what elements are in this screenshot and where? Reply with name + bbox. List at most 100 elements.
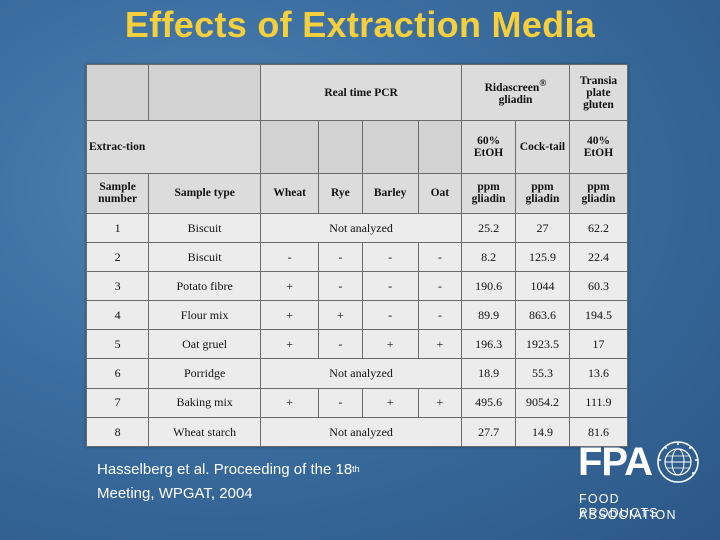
pcr-result: - [318,387,363,418]
blank-cell [417,120,463,174]
sample-number: 7 [86,387,150,418]
blank-cell [361,120,419,174]
pcr-result: - [417,300,463,331]
pcr-result: - [417,241,463,273]
pcr-result: + [260,271,320,302]
ridascreen-cocktail-value: 863.6 [515,300,570,331]
registered-mark: ® [539,78,547,90]
results-table: Real time PCR Ridascreen® gliadin Transi… [86,64,628,447]
not-analyzed-cell: Not analyzed [260,212,463,243]
pcr-result: - [361,300,419,331]
sample-type: Oat gruel [148,329,262,360]
transia-40-etoh-value: 17 [568,329,628,360]
citation-ordinal: th [352,464,360,474]
column-header: Sample number [86,172,150,214]
sample-type: Biscuit [148,241,262,273]
transia-40-etoh-value: 81.6 [568,416,628,447]
ridascreen-60-etoh-value: 89.9 [461,300,516,331]
column-header: Barley [361,172,419,214]
column-header: ppm gliadin [515,172,570,214]
citation-line1: Hasselberg et al. Proceeding of the 18 [97,461,353,478]
ridascreen-cocktail-value: 1923.5 [515,329,570,360]
pcr-result: - [318,271,363,302]
sample-type: Biscuit [148,212,262,243]
extraction-medium: 40% EtOH [568,120,628,174]
extraction-row: Extrac-tion 60% EtOH Cock-tail 40% EtOH [86,120,628,174]
ridascreen-cocktail-value: 14.9 [515,416,570,447]
table-row: 6 Porridge Not analyzed 18.9 55.3 13.6 [86,358,628,389]
pcr-result: - [260,241,320,273]
transia-40-etoh-value: 60.3 [568,271,628,302]
pcr-result: + [417,387,463,418]
sample-number: 8 [86,416,150,447]
sample-number: 5 [86,329,150,360]
column-header-row: Sample number Sample type Wheat Rye Barl… [86,172,628,214]
table-row: 1 Biscuit Not analyzed 25.2 27 62.2 [86,212,628,243]
blank-cell [260,120,320,174]
fpa-logo: FPA FOOD PRODUCTS ASSOCIATION [574,440,704,528]
table-row: 3 Potato fibre + - - -190.6 1044 60.3 [86,271,628,302]
pcr-result: + [260,387,320,418]
column-header: Wheat [260,172,320,214]
ridascreen-60-etoh-value: 196.3 [461,329,516,360]
table-row: 5 Oat gruel + - + +196.3 1923.5 17 [86,329,628,360]
scanned-table-image: Real time PCR Ridascreen® gliadin Transi… [86,64,628,447]
column-header: Rye [318,172,363,214]
table-body: Real time PCR Ridascreen® gliadin Transi… [86,64,628,447]
sample-number: 4 [86,300,150,331]
pcr-result: + [417,329,463,360]
sample-type: Baking mix [148,387,262,418]
pcr-result: + [260,329,320,360]
ridascreen-cocktail-value: 9054.2 [515,387,570,418]
table-row: 4 Flour mix + + - -89.9 863.6 194.5 [86,300,628,331]
sample-type: Porridge [148,358,262,389]
sample-type: Wheat starch [148,416,262,447]
pcr-result: + [260,300,320,331]
transia-40-etoh-value: 13.6 [568,358,628,389]
column-header: ppm gliadin [568,172,628,214]
pcr-result: - [361,271,419,302]
citation-line2: Meeting, WPGAT, 2004 [97,485,253,502]
transia-40-etoh-value: 194.5 [568,300,628,331]
table-row: 7 Baking mix + - + +495.6 9054.2 111.9 [86,387,628,418]
ridascreen-sub: gliadin [498,94,533,107]
pcr-result: + [361,387,419,418]
ridascreen-60-etoh-value: 27.7 [461,416,516,447]
not-analyzed-cell: Not analyzed [260,358,463,389]
blank-cell [148,64,262,122]
blank-cell [318,120,363,174]
ridascreen-60-etoh-value: 25.2 [461,212,516,243]
table-row: 8 Wheat starch Not analyzed 27.7 14.9 81.6 [86,416,628,447]
transia-40-etoh-value: 22.4 [568,241,628,273]
extraction-medium: Cock-tail [515,120,570,174]
sample-number: 2 [86,241,150,273]
logo-abbreviation: FPA [578,440,653,484]
column-header: Sample type [148,172,262,214]
group-header-row: Real time PCR Ridascreen® gliadin Transi… [86,64,628,122]
sample-number: 3 [86,271,150,302]
ridascreen-60-etoh-value: 8.2 [461,241,516,273]
ridascreen-60-etoh-value: 190.6 [461,271,516,302]
pcr-result: + [361,329,419,360]
transia-40-etoh-value: 111.9 [568,387,628,418]
sample-number: 6 [86,358,150,389]
pcr-result: - [318,241,363,273]
extraction-label: Extrac-tion [86,120,262,174]
sample-type: Flour mix [148,300,262,331]
sample-number: 1 [86,212,150,243]
slide-title: Effects of Extraction Media [124,4,596,45]
pcr-result: - [361,241,419,273]
ridascreen-label: Ridascreen [484,81,540,94]
citation: Hasselberg et al. Proceeding of the 18th… [97,458,360,506]
transia-40-etoh-value: 62.2 [568,212,628,243]
ridascreen-cocktail-value: 55.3 [515,358,570,389]
pcr-result: + [318,300,363,331]
column-header: Oat [417,172,463,214]
ridascreen-cocktail-value: 1044 [515,271,570,302]
pcr-group-header: Real time PCR [260,64,463,122]
transia-group-header: Transia plate gluten [568,64,628,122]
ridascreen-60-etoh-value: 18.9 [461,358,516,389]
table-row: 2 Biscuit - - - -8.2 125.9 22.4 [86,241,628,273]
ridascreen-60-etoh-value: 495.6 [461,387,516,418]
pcr-result: - [417,271,463,302]
